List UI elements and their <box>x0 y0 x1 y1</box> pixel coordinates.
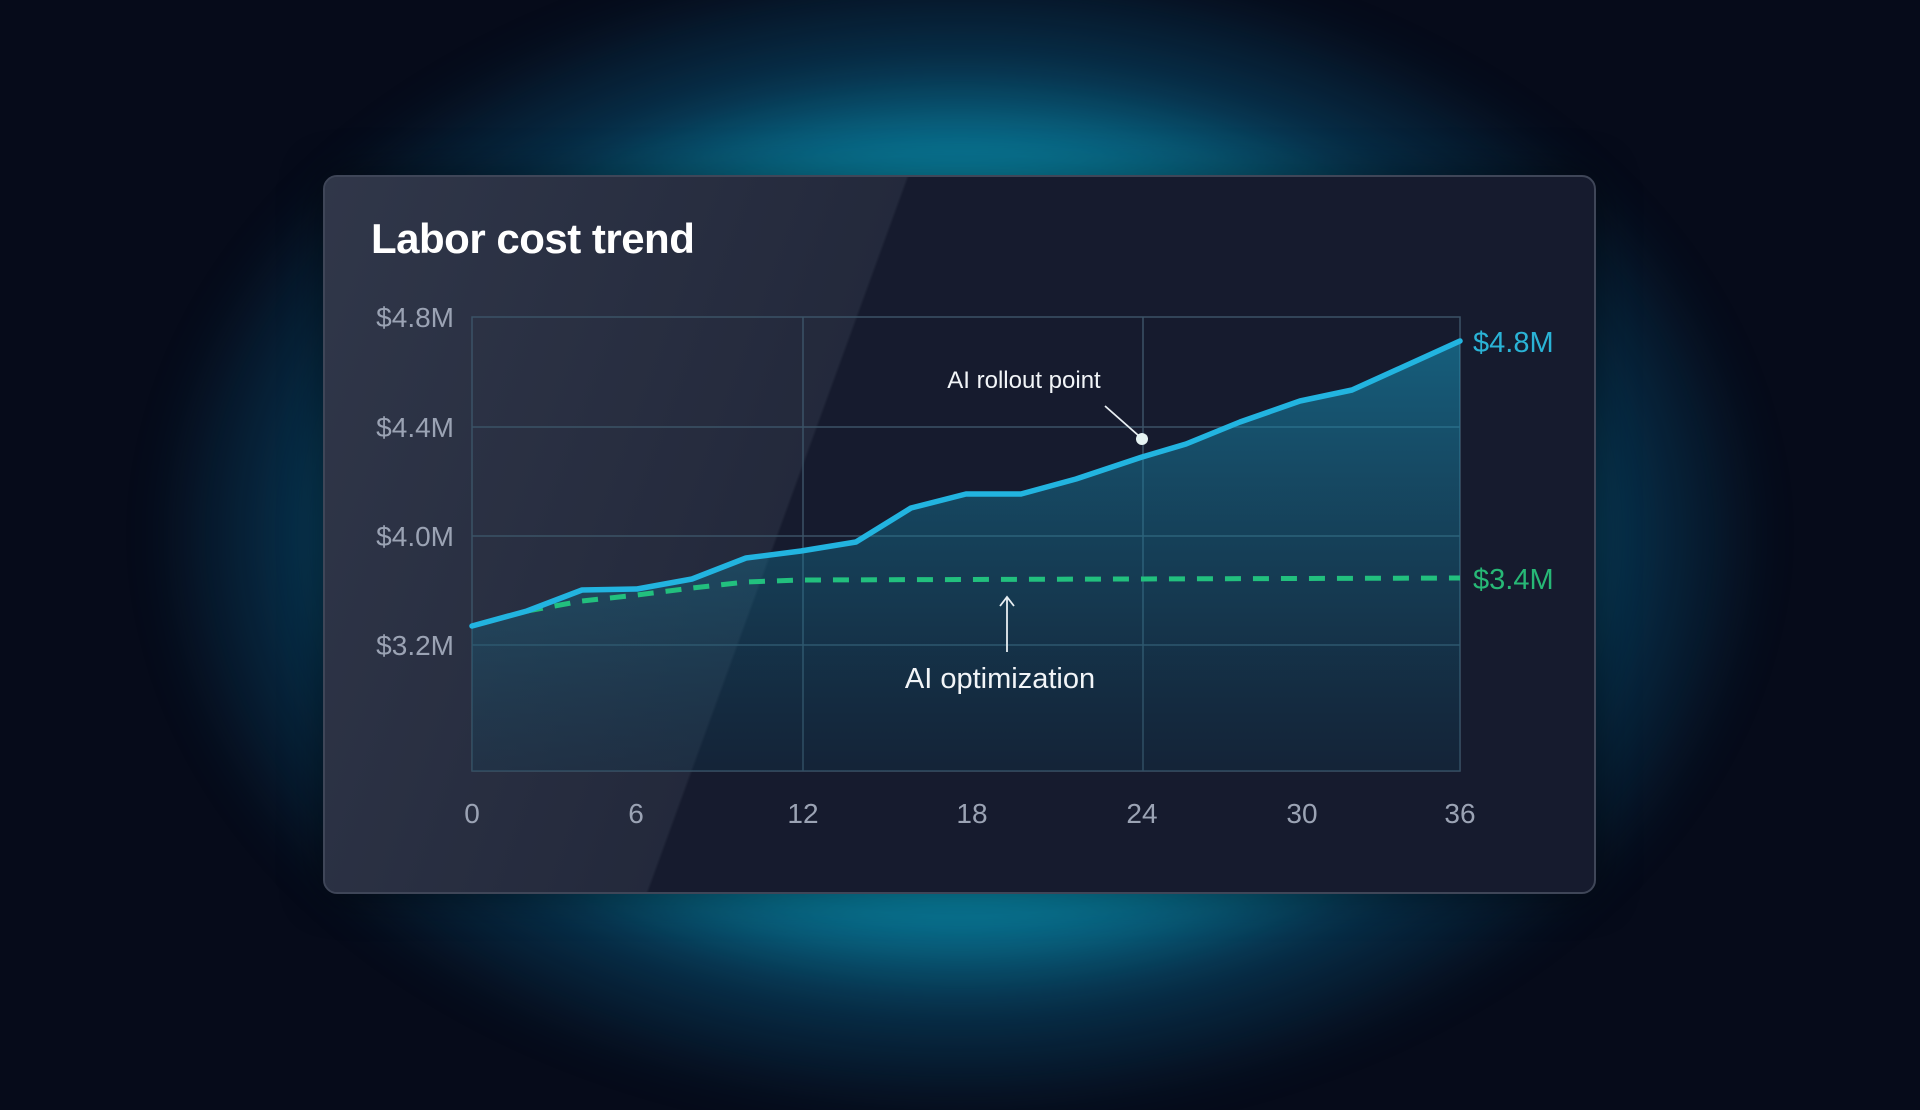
rollout-leader-line <box>1104 405 1140 437</box>
x-axis-labels: 0 6 12 18 24 30 36 <box>464 798 1475 829</box>
line-chart: $4.8M $4.4M $4.0M $3.2M 0 6 12 18 24 30 … <box>376 302 1554 829</box>
x-tick-label: 6 <box>628 798 644 829</box>
x-tick-label: 30 <box>1286 798 1317 829</box>
actual-line <box>469 338 1463 629</box>
end-label-actual: $4.8M <box>1473 327 1554 359</box>
x-tick-label: 0 <box>464 798 480 829</box>
rollout-label: AI rollout point <box>947 367 1101 394</box>
y-tick-label: $4.0M <box>376 521 454 552</box>
arrowhead-icon <box>999 595 1015 607</box>
x-tick-label: 36 <box>1444 798 1475 829</box>
chart-title: Labor cost trend <box>371 215 695 262</box>
optimization-annotation: AI optimization <box>905 595 1095 695</box>
y-axis-labels: $4.8M $4.4M $4.0M $3.2M <box>376 302 454 661</box>
y-tick-label: $3.2M <box>376 630 454 661</box>
x-tick-label: 18 <box>956 798 987 829</box>
y-tick-label: $4.8M <box>376 302 454 333</box>
x-tick-label: 24 <box>1126 798 1157 829</box>
optimization-label: AI optimization <box>905 663 1095 695</box>
rollout-annotation: AI rollout point <box>947 367 1148 445</box>
end-label-optimized: $3.4M <box>1473 564 1554 596</box>
rollout-dot-icon <box>1136 433 1148 445</box>
actual-area <box>472 341 1460 771</box>
x-tick-label: 12 <box>787 798 818 829</box>
y-tick-label: $4.4M <box>376 412 454 443</box>
